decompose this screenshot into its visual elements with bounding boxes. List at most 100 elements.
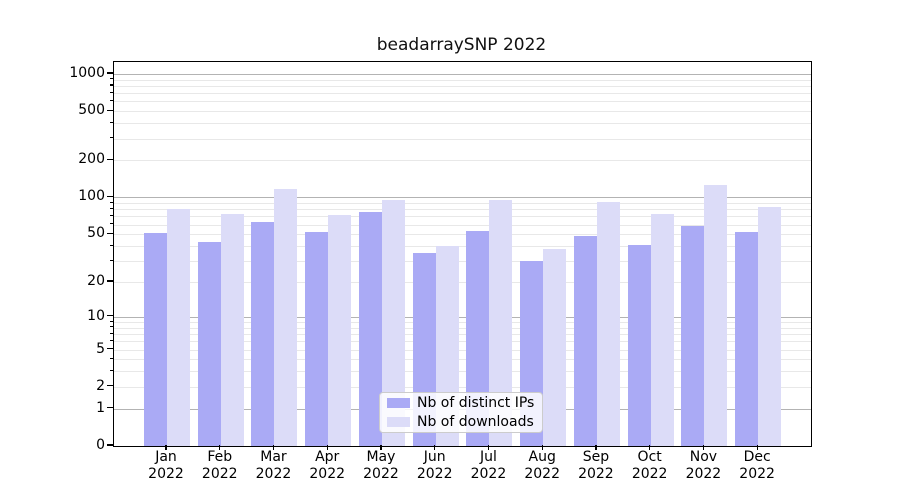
bar-may-downloads xyxy=(381,199,405,446)
gridline-800 xyxy=(114,85,811,87)
gridline-400 xyxy=(114,123,811,125)
gridline-5 xyxy=(114,349,811,351)
x-tick-feb xyxy=(219,445,221,450)
y-tick-label-20: 20 xyxy=(87,273,105,290)
legend-swatch-downloads xyxy=(387,417,410,427)
x-tick-label-jul: Jul 2022 xyxy=(470,449,507,482)
y-tick-0 xyxy=(107,444,113,446)
y-minor-tick-4 xyxy=(110,357,113,359)
y-minor-tick-30 xyxy=(110,259,113,261)
gridline-500 xyxy=(114,111,811,113)
x-tick-mar xyxy=(272,445,275,450)
x-tick-label-dec: Dec 2022 xyxy=(739,449,775,482)
y-tick-500 xyxy=(107,109,113,111)
x-tick-apr xyxy=(326,445,328,450)
y-minor-tick-900 xyxy=(110,78,113,80)
y-tick-100 xyxy=(107,195,113,198)
y-tick-label-5: 5 xyxy=(96,340,105,357)
bar-mar-distinct-ips xyxy=(251,222,275,446)
x-tick-nov xyxy=(702,445,704,450)
x-tick-label-feb: Feb 2022 xyxy=(201,449,238,482)
bar-jan-downloads xyxy=(167,209,190,446)
y-tick-20 xyxy=(107,280,113,282)
legend: Nb of distinct IPs Nb of downloads xyxy=(379,392,543,433)
x-tick-label-apr: Apr 2022 xyxy=(309,449,346,482)
y-tick-label-500: 500 xyxy=(78,102,105,119)
legend-swatch-distinct-ips xyxy=(387,398,410,408)
bar-apr-distinct-ips xyxy=(305,232,329,446)
y-tick-label-200: 200 xyxy=(78,151,105,168)
x-tick-label-sep: Sep 2022 xyxy=(578,449,614,482)
y-minor-tick-3 xyxy=(110,369,113,372)
bar-nov-distinct-ips xyxy=(681,226,705,446)
bar-sep-downloads xyxy=(596,202,620,446)
y-tick-1000 xyxy=(107,72,113,74)
x-tick-dec xyxy=(756,445,758,450)
y-tick-10 xyxy=(107,315,113,317)
x-tick-label-nov: Nov 2022 xyxy=(685,449,722,482)
y-minor-tick-9 xyxy=(110,320,113,322)
x-tick-oct xyxy=(649,445,651,450)
gridline-100 xyxy=(114,197,811,199)
bar-sep-distinct-ips xyxy=(573,236,597,446)
y-tick-50 xyxy=(107,232,113,234)
x-tick-label-jun: Jun 2022 xyxy=(416,449,453,482)
y-minor-tick-70 xyxy=(110,214,113,217)
gridline-200 xyxy=(114,160,811,162)
bar-mar-downloads xyxy=(274,188,298,446)
legend-item-downloads: Nb of downloads xyxy=(380,414,542,430)
bar-feb-distinct-ips xyxy=(197,242,221,446)
gridline-8 xyxy=(114,327,811,329)
y-minor-tick-6 xyxy=(110,339,113,341)
bar-dec-downloads xyxy=(758,207,782,446)
gridline-40 xyxy=(114,246,811,247)
y-minor-tick-300 xyxy=(110,137,113,139)
gridline-20 xyxy=(114,282,811,284)
bar-aug-downloads xyxy=(543,248,567,446)
x-tick-jan xyxy=(165,445,167,450)
gridline-7 xyxy=(114,334,811,336)
bar-dec-distinct-ips xyxy=(735,232,759,446)
x-tick-label-mar: Mar 2022 xyxy=(255,449,292,482)
y-tick-label-50: 50 xyxy=(87,225,105,242)
y-minor-tick-80 xyxy=(110,207,113,210)
gridline-6 xyxy=(114,341,811,343)
gridline-2 xyxy=(114,386,811,388)
plot-area xyxy=(113,61,812,447)
x-tick-label-may: May 2022 xyxy=(363,449,399,482)
gridline-70 xyxy=(114,216,811,218)
y-minor-tick-40 xyxy=(110,244,113,246)
y-minor-tick-400 xyxy=(110,121,113,123)
y-minor-tick-800 xyxy=(110,84,113,86)
y-minor-tick-7 xyxy=(110,332,113,334)
gridline-30 xyxy=(114,261,811,263)
y-minor-tick-90 xyxy=(110,201,113,203)
bar-may-distinct-ips xyxy=(358,212,382,446)
y-tick-1 xyxy=(107,407,113,409)
y-tick-2 xyxy=(107,385,113,387)
gridline-600 xyxy=(114,101,811,103)
gridline-900 xyxy=(114,79,811,81)
legend-item-distinct-ips: Nb of distinct IPs xyxy=(380,395,542,411)
gridline-4 xyxy=(114,359,811,361)
gridline-3 xyxy=(114,371,811,373)
x-tick-may xyxy=(380,445,382,450)
x-tick-label-aug: Aug 2022 xyxy=(524,449,560,482)
y-tick-label-0: 0 xyxy=(96,437,105,453)
x-tick-label-jan: Jan 2022 xyxy=(148,449,184,482)
gridline-50 xyxy=(114,234,811,236)
gridline-60 xyxy=(114,224,811,226)
y-tick-label-2: 2 xyxy=(96,377,105,394)
y-tick-label-10: 10 xyxy=(87,307,105,324)
gridline-10 xyxy=(114,316,811,318)
bar-jan-distinct-ips xyxy=(144,233,167,446)
bar-nov-downloads xyxy=(704,184,728,446)
gridline-90 xyxy=(114,203,811,205)
bar-oct-distinct-ips xyxy=(627,244,651,446)
y-tick-5 xyxy=(107,347,113,350)
bar-feb-downloads xyxy=(220,214,244,446)
bar-oct-downloads xyxy=(650,214,674,446)
y-minor-tick-60 xyxy=(110,223,113,225)
bar-apr-downloads xyxy=(328,214,352,446)
